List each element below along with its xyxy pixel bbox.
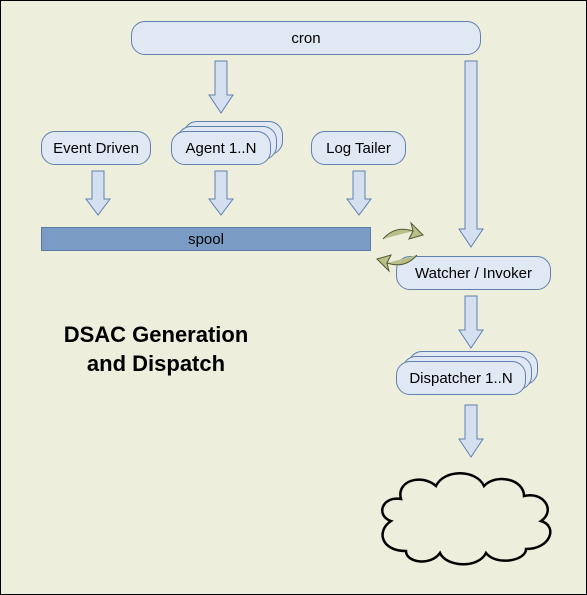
node-spool: spool	[41, 227, 371, 251]
node-label: Agent 1..N	[186, 140, 257, 157]
arrow-agent-to-spool	[209, 171, 233, 215]
node-label: Event Driven	[53, 140, 139, 157]
arrow-cron-to-watcher	[459, 61, 483, 247]
node-dispatcher: Dispatcher 1..N	[396, 361, 526, 395]
node-label: cron	[291, 30, 320, 47]
node-cron: cron	[131, 21, 481, 55]
arrow-watcher-to-dispatcher	[459, 296, 483, 348]
node-label: Dispatcher 1..N	[409, 370, 512, 387]
node-log-tailer: Log Tailer	[311, 131, 406, 165]
arrow-event-to-spool	[86, 171, 110, 215]
diagram-title: DSAC Generation and Dispatch	[51, 321, 261, 378]
node-event-driven: Event Driven	[41, 131, 151, 165]
arrow-dispatcher-to-cloud	[459, 405, 483, 457]
diagram-canvas: cron Event Driven Agent 1..N Log Tailer …	[0, 0, 587, 595]
node-label: spool	[188, 231, 224, 248]
arrow-tailer-to-spool	[347, 171, 371, 215]
node-agent: Agent 1..N	[171, 131, 271, 165]
cloud-icon	[366, 461, 561, 576]
exchange-arrows	[373, 221, 429, 277]
node-label: Log Tailer	[326, 140, 391, 157]
arrow-cron-to-agent	[209, 61, 233, 113]
node-label: Watcher / Invoker	[415, 265, 532, 282]
